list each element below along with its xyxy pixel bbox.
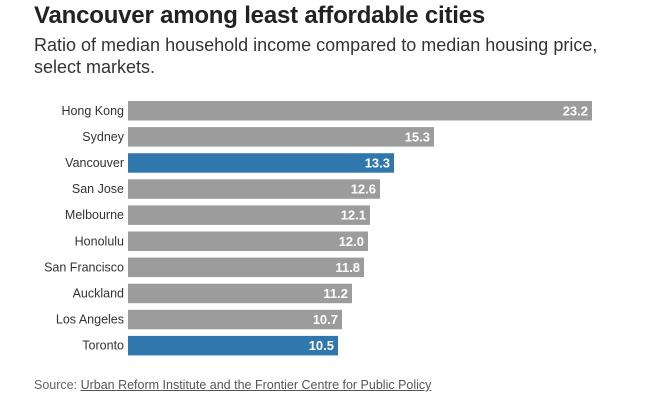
value-label-los-angeles: 10.7 [313, 312, 338, 327]
category-label-auckland: Auckland [73, 286, 124, 300]
bar-sydney [128, 127, 434, 147]
value-label-san-jose: 12.6 [351, 182, 376, 197]
bar-los-angeles [128, 309, 342, 330]
category-label-san-jose: San Jose [72, 182, 124, 196]
bar-honolulu [128, 231, 368, 251]
bar-toronto [128, 335, 338, 356]
bar-melbourne [128, 205, 370, 225]
chart-subtitle: Ratio of median household income compare… [34, 35, 598, 77]
bar-hong-kong [128, 101, 592, 121]
category-label-los-angeles: Los Angeles [56, 313, 124, 327]
category-label-toronto: Toronto [82, 339, 124, 353]
category-label-hong-kong: Hong Kong [61, 104, 124, 118]
value-label-melbourne: 12.1 [341, 208, 366, 223]
value-label-san-francisco: 11.8 [335, 260, 360, 275]
value-label-toronto: 10.5 [309, 338, 334, 353]
category-label-honolulu: Honolulu [75, 234, 124, 248]
value-label-sydney: 15.3 [405, 129, 430, 144]
value-label-auckland: 11.2 [323, 286, 348, 301]
category-label-melbourne: Melbourne [65, 208, 124, 222]
value-label-hong-kong: 23.2 [563, 103, 588, 118]
bar-san-jose [128, 179, 380, 199]
chart-title: Vancouver among least affordable cities [34, 2, 486, 29]
source-note: Source: Urban Reform Institute and the F… [34, 378, 431, 392]
category-label-vancouver: Vancouver [65, 156, 124, 170]
bar-auckland [128, 283, 352, 304]
bar-san-francisco [128, 257, 364, 278]
value-label-vancouver: 13.3 [365, 155, 390, 170]
bar-vancouver [128, 153, 394, 173]
category-label-san-francisco: San Francisco [44, 260, 124, 274]
value-label-honolulu: 12.0 [339, 234, 364, 249]
category-label-sydney: Sydney [82, 130, 124, 144]
source-link[interactable]: Urban Reform Institute and the Frontier … [80, 378, 432, 392]
source-prefix: Source: [34, 378, 81, 392]
